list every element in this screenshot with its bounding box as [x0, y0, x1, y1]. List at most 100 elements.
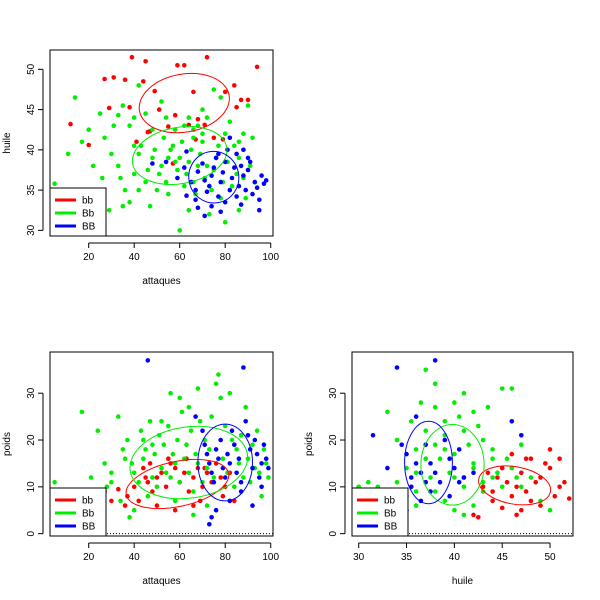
data-point	[523, 489, 529, 494]
data-point	[191, 503, 196, 508]
data-point	[200, 131, 205, 136]
data-point	[399, 442, 405, 448]
data-point	[65, 151, 71, 157]
data-point	[252, 179, 258, 185]
data-point	[188, 428, 194, 434]
data-point	[204, 163, 210, 169]
panel-1: bb Bb BB 20 40 60 80 100 30 35 40 45 50 attaques huile	[2, 49, 280, 287]
data-point	[509, 465, 515, 471]
data-point	[175, 63, 180, 68]
data-point	[193, 451, 198, 457]
legend-label: bb	[384, 496, 396, 507]
data-point	[471, 409, 476, 415]
data-point	[456, 479, 462, 485]
y-tick-label: 10	[26, 481, 37, 493]
data-point	[122, 456, 128, 462]
data-point	[394, 437, 400, 443]
data-point	[161, 135, 167, 141]
ellipse-Bb	[420, 424, 485, 506]
data-point	[163, 115, 169, 120]
data-point	[186, 489, 192, 494]
data-point	[213, 155, 219, 161]
data-point	[184, 149, 189, 154]
data-point	[254, 64, 260, 70]
data-point	[216, 372, 221, 377]
data-point	[191, 489, 196, 494]
ellipse-BB	[404, 420, 453, 505]
data-point	[207, 212, 212, 217]
y-tick-label: 20	[328, 434, 339, 446]
data-point	[499, 484, 505, 490]
data-point	[86, 142, 91, 148]
data-point	[476, 515, 481, 520]
data-point	[222, 220, 228, 225]
data-point	[143, 475, 148, 480]
y-tick-label: 40	[26, 144, 37, 156]
data-point	[566, 496, 572, 501]
plot-frame	[351, 351, 574, 537]
series-BB	[150, 135, 269, 219]
data-point	[184, 442, 189, 448]
data-point	[499, 465, 505, 471]
data-point	[432, 358, 438, 363]
data-point	[257, 470, 262, 476]
data-point	[163, 159, 169, 165]
data-point	[154, 503, 160, 508]
data-point	[127, 123, 132, 128]
data-point	[141, 437, 146, 443]
data-point	[213, 381, 219, 387]
x-tick-label: 30	[353, 552, 365, 563]
data-point	[90, 163, 96, 169]
y-axis-label: poids	[2, 432, 13, 456]
data-point	[79, 409, 85, 415]
data-point	[209, 203, 214, 209]
data-point	[250, 442, 255, 448]
data-point	[461, 475, 467, 480]
data-point	[209, 470, 214, 476]
data-point	[211, 87, 217, 92]
data-point	[428, 475, 433, 480]
data-point	[102, 135, 107, 141]
data-point	[259, 484, 264, 490]
data-point	[116, 112, 121, 118]
data-point	[232, 442, 237, 448]
data-point	[154, 484, 160, 490]
data-point	[461, 512, 467, 518]
data-point	[195, 163, 201, 169]
y-tick-label: 30	[328, 387, 339, 399]
legend-label: bb	[82, 496, 94, 507]
legend: bb Bb BB	[49, 487, 107, 537]
data-point	[509, 419, 515, 424]
data-point	[413, 461, 419, 466]
data-point	[211, 479, 217, 485]
data-point	[232, 83, 237, 88]
data-point	[490, 489, 495, 494]
data-point	[172, 461, 178, 466]
data-point	[179, 139, 185, 145]
data-point	[191, 135, 196, 141]
data-point	[533, 479, 538, 485]
data-point	[125, 437, 130, 443]
data-point	[250, 503, 255, 508]
data-point	[528, 475, 534, 480]
data-point	[480, 437, 486, 443]
data-point	[136, 187, 141, 193]
data-point	[216, 194, 221, 199]
data-point	[116, 486, 121, 492]
data-point	[456, 447, 462, 452]
data-point	[88, 475, 94, 480]
data-point	[370, 433, 376, 438]
data-point	[150, 475, 155, 480]
data-point	[456, 414, 462, 419]
data-point	[220, 493, 226, 499]
data-point	[490, 447, 495, 452]
data-point	[243, 195, 248, 201]
data-point	[186, 404, 192, 410]
data-point	[452, 465, 457, 471]
data-point	[236, 139, 242, 145]
data-point	[86, 127, 91, 132]
data-point	[229, 437, 235, 443]
data-point	[218, 395, 223, 401]
data-point	[432, 381, 438, 387]
